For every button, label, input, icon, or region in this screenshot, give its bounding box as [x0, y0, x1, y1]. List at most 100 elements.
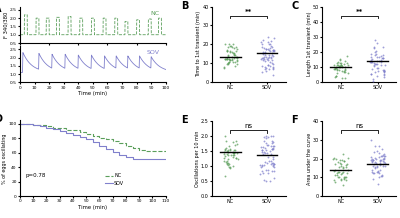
- Point: [378, 148, 385, 151]
- Point: [268, 145, 274, 148]
- Point: [260, 139, 267, 143]
- Point: [258, 56, 265, 60]
- Point: [269, 58, 276, 61]
- Point: [226, 162, 233, 166]
- Point: [340, 70, 347, 73]
- Point: [369, 57, 375, 61]
- Point: [334, 61, 340, 65]
- Point: [234, 63, 241, 66]
- Point: [262, 136, 269, 140]
- Point: [339, 69, 345, 73]
- Point: [368, 61, 374, 64]
- Point: [343, 164, 350, 167]
- Point: [369, 160, 376, 163]
- Point: [226, 148, 233, 151]
- Point: [381, 152, 387, 156]
- Point: [375, 183, 381, 186]
- Point: [258, 148, 265, 152]
- Point: [339, 153, 346, 156]
- Point: [334, 71, 340, 75]
- Point: [333, 157, 339, 160]
- Point: [377, 163, 383, 166]
- Point: [221, 150, 227, 153]
- Point: [258, 57, 264, 60]
- Point: [227, 50, 234, 53]
- Point: [262, 51, 268, 54]
- Point: [334, 67, 340, 71]
- Point: [338, 162, 344, 165]
- Point: [270, 146, 276, 150]
- Point: [340, 184, 346, 187]
- Point: [224, 53, 231, 57]
- Point: [332, 169, 338, 172]
- Point: [260, 178, 267, 182]
- Point: [381, 72, 387, 76]
- Point: [265, 58, 272, 62]
- Point: [340, 166, 346, 170]
- Point: [336, 158, 343, 162]
- Point: [375, 171, 382, 174]
- Point: [262, 51, 268, 54]
- Point: [224, 45, 231, 49]
- Point: [225, 63, 231, 66]
- Point: [270, 163, 276, 167]
- Point: [376, 155, 382, 159]
- Point: [264, 36, 271, 39]
- Point: [380, 56, 386, 60]
- Point: [266, 67, 272, 71]
- Text: NC: NC: [151, 11, 160, 16]
- Point: [222, 42, 228, 46]
- Point: [264, 143, 270, 146]
- Point: [371, 171, 377, 175]
- Point: [229, 55, 235, 58]
- Legend: NC, SOV: NC, SOV: [103, 171, 126, 188]
- Point: [263, 67, 269, 70]
- Point: [223, 140, 229, 143]
- Point: [230, 53, 237, 56]
- Point: [372, 53, 378, 57]
- Point: [380, 162, 387, 166]
- Point: [341, 176, 347, 179]
- Point: [368, 160, 375, 163]
- Point: [260, 171, 266, 174]
- Point: [270, 48, 276, 52]
- Point: [232, 149, 238, 152]
- Point: [370, 63, 377, 67]
- Point: [232, 64, 239, 67]
- Point: [374, 150, 380, 153]
- Point: [267, 64, 273, 68]
- Point: [376, 55, 382, 59]
- Point: [380, 157, 386, 161]
- Point: [345, 156, 351, 160]
- Point: [263, 179, 270, 183]
- Point: [222, 147, 228, 150]
- Point: [224, 49, 230, 53]
- Point: [266, 42, 272, 46]
- Point: [344, 61, 350, 65]
- Point: [368, 58, 374, 62]
- Point: [344, 169, 351, 172]
- Point: [228, 44, 235, 48]
- Point: [338, 65, 345, 69]
- Point: [380, 156, 387, 159]
- Point: [220, 152, 227, 155]
- Point: [338, 63, 345, 67]
- Point: [231, 56, 237, 60]
- Y-axis label: Area under the curve: Area under the curve: [306, 133, 312, 185]
- Point: [261, 150, 267, 154]
- Point: [340, 175, 347, 179]
- Point: [258, 150, 265, 154]
- Point: [339, 158, 345, 161]
- Point: [332, 68, 338, 71]
- Point: [374, 74, 380, 77]
- Point: [341, 160, 348, 163]
- Point: [370, 158, 376, 162]
- Point: [261, 55, 268, 58]
- Point: [338, 76, 345, 80]
- Point: [269, 45, 275, 49]
- Point: [262, 60, 268, 63]
- Point: [381, 164, 388, 168]
- Point: [264, 161, 270, 165]
- Point: [224, 58, 230, 61]
- Point: [265, 47, 271, 50]
